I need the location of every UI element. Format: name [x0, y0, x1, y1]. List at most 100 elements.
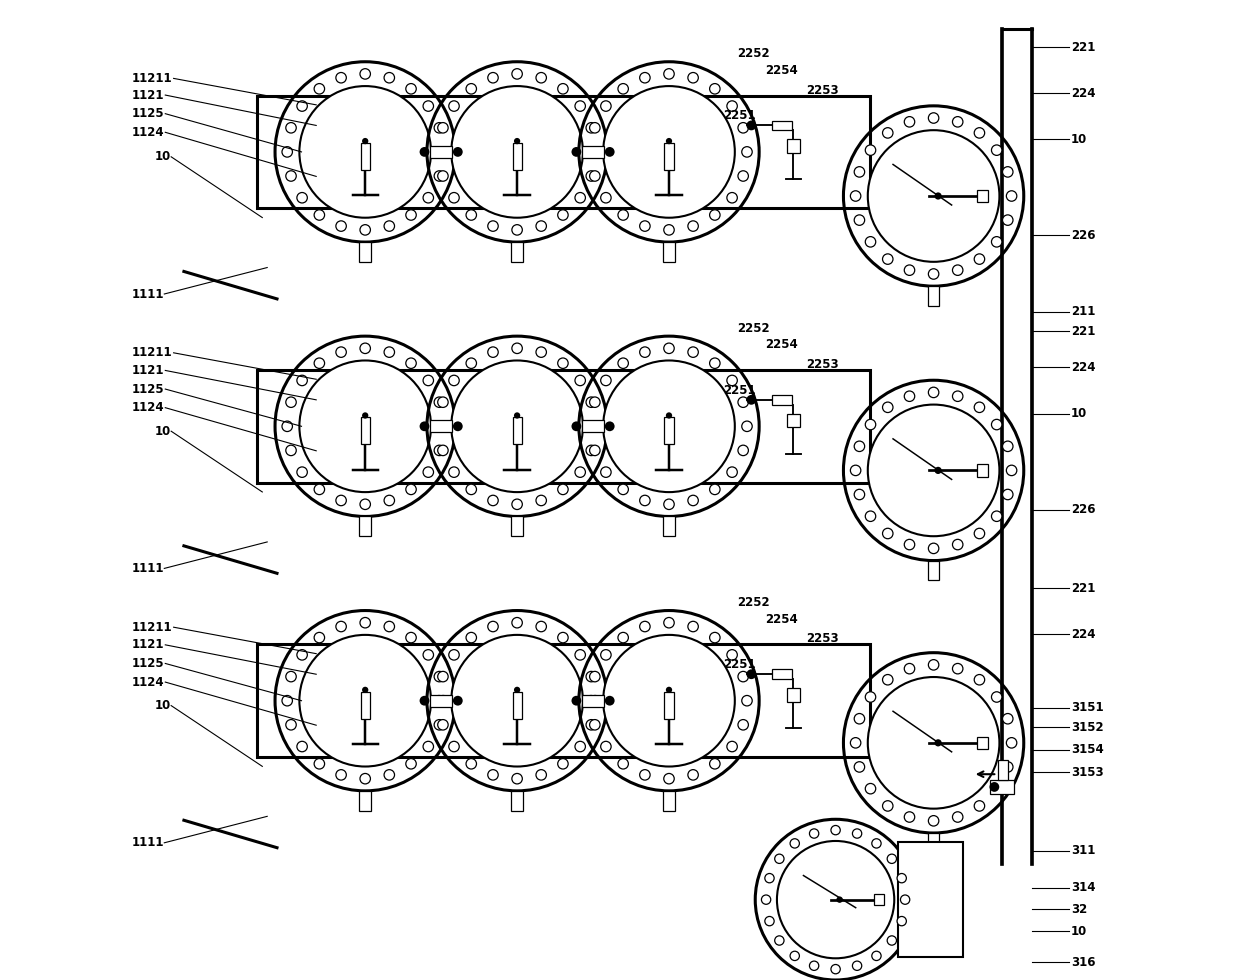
Text: 2253: 2253	[806, 83, 838, 97]
Text: 316: 316	[1071, 956, 1095, 969]
Circle shape	[575, 375, 585, 386]
Circle shape	[603, 635, 735, 766]
Circle shape	[709, 484, 720, 495]
Bar	[430, 695, 451, 707]
Text: 2253: 2253	[806, 632, 838, 646]
Circle shape	[975, 801, 985, 811]
Text: 2254: 2254	[765, 338, 797, 352]
Circle shape	[434, 122, 445, 133]
Circle shape	[449, 101, 459, 112]
Circle shape	[866, 419, 875, 430]
Circle shape	[419, 147, 429, 157]
Circle shape	[640, 769, 650, 780]
Circle shape	[897, 916, 906, 926]
Circle shape	[897, 873, 906, 883]
Circle shape	[709, 83, 720, 94]
Circle shape	[727, 101, 738, 112]
Circle shape	[900, 895, 910, 905]
Circle shape	[742, 696, 753, 706]
Circle shape	[438, 421, 449, 431]
Circle shape	[952, 391, 963, 402]
Circle shape	[314, 759, 325, 769]
Text: 3151: 3151	[1071, 701, 1104, 714]
Bar	[512, 692, 522, 718]
Circle shape	[575, 741, 585, 752]
Circle shape	[738, 445, 749, 456]
Bar	[512, 417, 522, 444]
Circle shape	[451, 361, 583, 492]
Bar	[430, 146, 451, 158]
Circle shape	[600, 650, 611, 661]
Circle shape	[512, 773, 522, 784]
Circle shape	[587, 719, 596, 730]
Bar	[512, 143, 522, 170]
Circle shape	[423, 375, 434, 386]
Bar	[998, 760, 1008, 780]
Circle shape	[952, 539, 963, 550]
Circle shape	[572, 147, 582, 157]
Circle shape	[405, 83, 417, 94]
Circle shape	[790, 839, 800, 848]
Bar	[771, 669, 791, 679]
Circle shape	[296, 375, 308, 386]
Circle shape	[746, 395, 756, 405]
Circle shape	[513, 687, 521, 693]
Circle shape	[640, 220, 650, 231]
Text: 211: 211	[1071, 305, 1095, 318]
Circle shape	[600, 466, 611, 477]
Circle shape	[453, 421, 463, 431]
Circle shape	[558, 210, 568, 220]
Circle shape	[975, 674, 985, 685]
Circle shape	[666, 413, 672, 418]
Circle shape	[434, 696, 444, 706]
Circle shape	[992, 145, 1002, 156]
Circle shape	[585, 696, 596, 706]
Circle shape	[929, 815, 939, 826]
Circle shape	[600, 101, 611, 112]
Bar	[665, 417, 673, 444]
Circle shape	[663, 773, 675, 784]
Circle shape	[603, 86, 735, 218]
Text: 10: 10	[155, 150, 171, 164]
Text: 1111: 1111	[131, 836, 165, 850]
Circle shape	[285, 171, 296, 181]
Circle shape	[434, 171, 445, 181]
Circle shape	[992, 511, 1002, 521]
Text: 2252: 2252	[738, 321, 770, 335]
Bar	[786, 139, 800, 153]
Circle shape	[434, 445, 445, 456]
Circle shape	[362, 413, 368, 418]
Circle shape	[572, 421, 582, 431]
Circle shape	[423, 741, 434, 752]
Circle shape	[851, 466, 861, 475]
Text: 226: 226	[1071, 228, 1095, 242]
Circle shape	[449, 375, 459, 386]
Bar	[665, 692, 673, 718]
Circle shape	[438, 445, 448, 456]
Circle shape	[883, 801, 893, 811]
Text: 1124: 1124	[131, 401, 165, 415]
Circle shape	[453, 147, 463, 157]
Circle shape	[640, 621, 650, 632]
Circle shape	[738, 122, 749, 133]
Text: 10: 10	[1071, 924, 1087, 938]
Circle shape	[854, 167, 864, 177]
Bar	[665, 143, 673, 170]
Circle shape	[765, 873, 774, 883]
Circle shape	[360, 69, 371, 79]
Circle shape	[866, 692, 875, 703]
Circle shape	[904, 663, 915, 674]
Circle shape	[587, 122, 596, 133]
Circle shape	[423, 650, 434, 661]
Text: 1111: 1111	[131, 287, 165, 301]
Circle shape	[775, 936, 784, 945]
Circle shape	[314, 632, 325, 643]
Circle shape	[438, 171, 448, 181]
Circle shape	[466, 83, 476, 94]
Text: 11211: 11211	[131, 72, 172, 85]
Text: 224: 224	[1071, 361, 1095, 374]
Circle shape	[536, 495, 547, 506]
Circle shape	[851, 738, 861, 748]
Circle shape	[854, 713, 864, 724]
Circle shape	[935, 739, 941, 747]
